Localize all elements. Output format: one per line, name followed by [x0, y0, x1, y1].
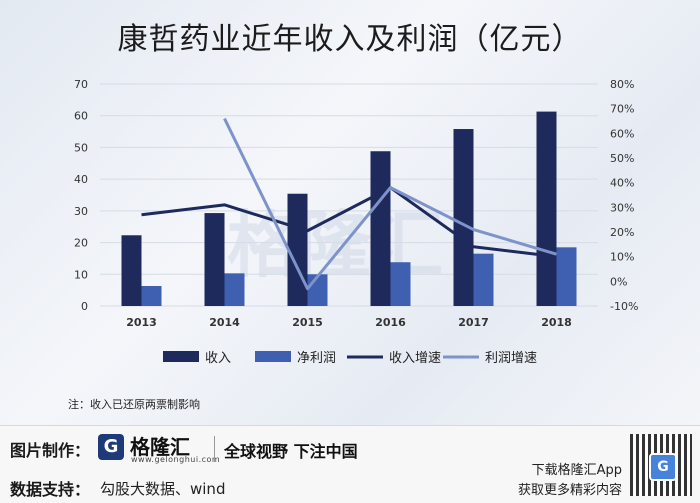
data-support-label: 数据支持： [10, 480, 91, 499]
bar-revenue [536, 111, 557, 306]
brand-logo-icon: G [98, 434, 124, 460]
slogan: 全球视野 下注中国 [224, 442, 358, 461]
bar-net-profit [473, 253, 494, 306]
chart-background [0, 0, 700, 425]
bar-revenue [287, 193, 308, 306]
y-right-tick-label: -10% [610, 300, 638, 313]
qr-code: G [630, 434, 692, 496]
bar-net-profit [556, 247, 577, 306]
y-right-tick-label: 10% [610, 251, 634, 264]
legend-swatch [255, 351, 291, 362]
y-left-tick-label: 70 [74, 78, 88, 91]
y-left-tick-label: 20 [74, 237, 88, 250]
y-left-tick-label: 50 [74, 141, 88, 154]
y-right-tick-label: 50% [610, 152, 634, 165]
footnote: 注：收入已还原两票制影响 [68, 398, 200, 411]
x-tick-label: 2015 [292, 316, 323, 329]
line-profit-growth [223, 117, 557, 291]
data-source: 勾股大数据、wind [100, 480, 226, 498]
y-right-tick-label: 20% [610, 226, 634, 239]
x-tick-label: 2018 [541, 316, 572, 329]
promo-download: 下载格隆汇App [531, 463, 622, 478]
y-left-tick-label: 30 [74, 205, 88, 218]
x-tick-label: 2017 [458, 316, 489, 329]
bar-net-profit [224, 273, 245, 306]
brand-name: 格隆汇 [130, 435, 190, 459]
bar-revenue [121, 235, 142, 306]
y-right-tick-label: 0% [610, 275, 627, 288]
y-right-tick-label: 80% [610, 78, 634, 91]
x-tick-label: 2016 [375, 316, 406, 329]
y-left-tick-label: 0 [81, 300, 88, 313]
legend-label: 收入增速 [389, 351, 441, 366]
y-left-tick-label: 60 [74, 110, 88, 123]
promo-content: 获取更多精彩内容 [517, 483, 622, 498]
x-tick-label: 2014 [209, 316, 240, 329]
footer: 图片制作： G 格隆汇 www.gelonghui.com 全球视野 下注中国 … [0, 425, 700, 503]
legend-label: 净利润 [297, 351, 336, 366]
y-right-tick-label: 70% [610, 103, 634, 116]
bar-net-profit [307, 274, 328, 306]
bar-net-profit [141, 286, 162, 306]
y-right-tick-label: 30% [610, 201, 634, 214]
line-revenue-growth [141, 186, 557, 259]
bar-revenue [453, 129, 474, 306]
made-by-label: 图片制作： [10, 441, 91, 460]
legend-swatch [163, 351, 199, 362]
y-left-tick-label: 40 [74, 173, 88, 186]
x-tick-label: 2013 [126, 316, 157, 329]
bar-revenue [370, 151, 391, 306]
qr-logo-icon: G [649, 453, 677, 481]
legend-label: 收入 [205, 351, 231, 366]
footer-divider [214, 436, 215, 462]
y-left-tick-label: 10 [74, 268, 88, 281]
chart-title: 康哲药业近年收入及利润（亿元） [117, 22, 583, 57]
brand-url: www.gelonghui.com [131, 455, 221, 464]
bar-net-profit [390, 262, 411, 306]
bar-revenue [204, 213, 225, 306]
y-right-tick-label: 60% [610, 127, 634, 140]
y-right-tick-label: 40% [610, 177, 634, 190]
legend-label: 利润增速 [485, 351, 537, 366]
